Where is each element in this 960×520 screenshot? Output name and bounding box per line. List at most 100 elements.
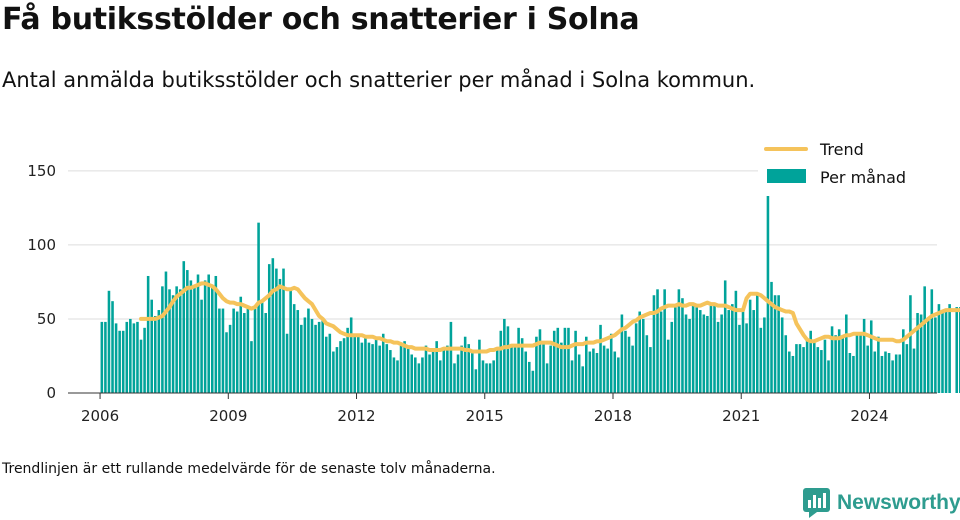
bar bbox=[210, 284, 214, 393]
bar bbox=[941, 313, 944, 393]
bar bbox=[770, 281, 773, 393]
x-tick-label: 2024 bbox=[850, 407, 888, 425]
bar bbox=[289, 289, 292, 393]
bar bbox=[392, 357, 396, 393]
bar bbox=[706, 315, 709, 393]
bar bbox=[909, 295, 912, 393]
bar bbox=[353, 333, 357, 393]
bar bbox=[659, 311, 663, 393]
bar bbox=[656, 289, 659, 393]
bar bbox=[948, 304, 951, 393]
bar bbox=[463, 336, 467, 393]
bar bbox=[178, 289, 182, 393]
bar bbox=[688, 318, 691, 393]
bar bbox=[631, 345, 634, 393]
bar bbox=[645, 335, 649, 393]
bar bbox=[503, 318, 506, 393]
x-tick-label: 2009 bbox=[209, 407, 247, 425]
bar bbox=[841, 336, 845, 393]
bar bbox=[862, 318, 866, 393]
bar bbox=[766, 163, 770, 393]
bar bbox=[207, 274, 210, 393]
bar bbox=[524, 351, 528, 393]
bar bbox=[652, 295, 656, 393]
bar bbox=[303, 317, 307, 393]
bar bbox=[887, 353, 891, 393]
bar bbox=[513, 345, 517, 393]
bar bbox=[517, 327, 520, 393]
bar bbox=[731, 304, 734, 393]
bar bbox=[139, 339, 143, 393]
x-tick-label: 2015 bbox=[466, 407, 504, 425]
bar bbox=[146, 275, 150, 393]
bar bbox=[609, 333, 613, 393]
bar bbox=[570, 360, 574, 393]
bar bbox=[823, 339, 827, 393]
bar bbox=[453, 363, 456, 393]
bar bbox=[812, 339, 816, 393]
bar bbox=[549, 345, 552, 393]
bar bbox=[357, 336, 360, 393]
bar bbox=[855, 333, 859, 393]
bar bbox=[239, 296, 243, 393]
bar bbox=[528, 361, 531, 393]
bar bbox=[634, 323, 638, 393]
bar bbox=[278, 278, 282, 393]
bar bbox=[168, 289, 171, 393]
bar bbox=[902, 329, 905, 393]
bar bbox=[898, 354, 902, 393]
bar bbox=[506, 326, 510, 393]
bar bbox=[748, 299, 752, 393]
bar bbox=[157, 310, 161, 393]
bar bbox=[620, 314, 624, 393]
bar bbox=[232, 308, 235, 393]
bar bbox=[203, 280, 207, 393]
bar bbox=[666, 339, 670, 393]
bar bbox=[414, 357, 417, 393]
bar bbox=[755, 293, 759, 393]
bar bbox=[691, 304, 695, 393]
bar bbox=[246, 308, 250, 393]
bar bbox=[150, 299, 153, 393]
bar bbox=[873, 351, 877, 393]
bar bbox=[734, 290, 738, 393]
y-tick-label: 150 bbox=[27, 162, 56, 180]
bar bbox=[271, 258, 275, 393]
bar bbox=[406, 348, 410, 393]
bar bbox=[627, 336, 631, 393]
bar bbox=[307, 308, 310, 393]
bar bbox=[171, 295, 175, 393]
bar bbox=[912, 348, 916, 393]
bar bbox=[545, 363, 549, 393]
brand-logo[interactable]: Newsworthy bbox=[803, 488, 960, 518]
bar bbox=[292, 304, 296, 393]
bar bbox=[367, 342, 371, 393]
bar bbox=[845, 314, 848, 393]
bar bbox=[784, 335, 788, 393]
bar bbox=[374, 339, 378, 393]
newsworthy-logo-icon bbox=[803, 488, 830, 518]
bar bbox=[257, 222, 260, 393]
bar bbox=[773, 295, 777, 393]
bar bbox=[535, 336, 538, 393]
bar bbox=[396, 360, 399, 393]
bar bbox=[335, 347, 339, 393]
bar bbox=[132, 323, 136, 393]
bar bbox=[495, 348, 499, 393]
bar bbox=[613, 351, 617, 393]
bars-per-month bbox=[100, 163, 960, 393]
bar bbox=[695, 304, 698, 393]
bar bbox=[481, 360, 485, 393]
bar bbox=[884, 351, 887, 393]
chart-title: Få butiksstölder och snatterier i Solna bbox=[2, 2, 640, 37]
bar bbox=[919, 314, 923, 393]
bar bbox=[196, 274, 200, 393]
bar bbox=[342, 338, 346, 393]
bar bbox=[381, 333, 385, 393]
bar bbox=[460, 345, 463, 393]
bar bbox=[228, 324, 232, 393]
bar bbox=[471, 351, 474, 393]
bar bbox=[129, 318, 132, 393]
bar bbox=[243, 313, 246, 393]
bar bbox=[360, 342, 364, 393]
